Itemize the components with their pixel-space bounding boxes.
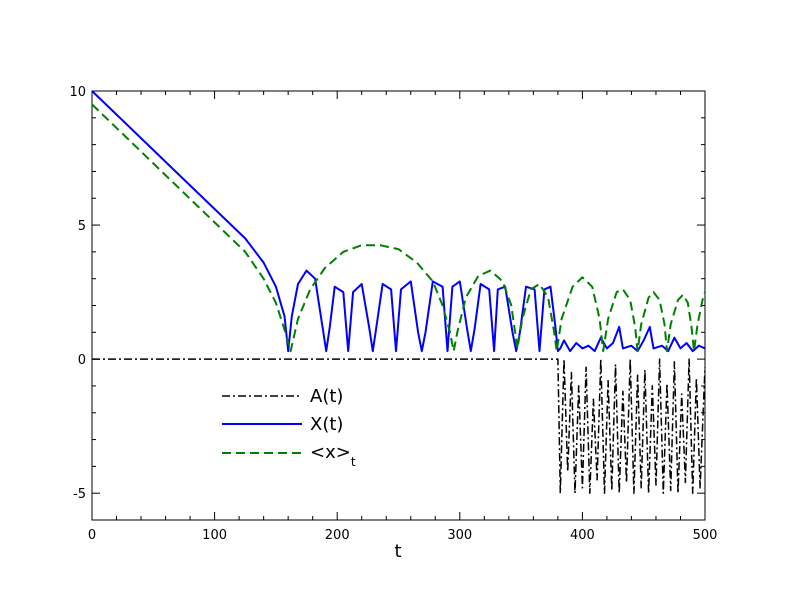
x-tick-label: 100 (202, 528, 227, 543)
y-tick-label: 10 (69, 85, 86, 100)
legend-label-mean-x: <x>t (310, 442, 356, 469)
series-mean-x-line (91, 103, 706, 353)
ticks-layer: 0 100 200 300 400 500 -5 0 5 10 (69, 85, 717, 543)
x-tick-label: 200 (325, 528, 350, 543)
x-tick-label: 400 (570, 528, 595, 543)
y-tick-label: 5 (78, 219, 86, 234)
x-tick-label: 500 (693, 528, 718, 543)
x-tick-label: 300 (447, 528, 472, 543)
y-tick-label: -5 (73, 487, 86, 502)
series-x-line (91, 90, 706, 353)
series-a-line (92, 358, 706, 494)
legend: A(t) X(t) <x>t (222, 386, 356, 469)
x-tick-label: 0 (88, 528, 96, 543)
x-axis-title: t (394, 541, 401, 562)
legend-label-a: A(t) (310, 386, 343, 407)
legend-label-x: X(t) (310, 414, 343, 435)
y-tick-label: 0 (78, 353, 86, 368)
series-layer (91, 90, 706, 494)
